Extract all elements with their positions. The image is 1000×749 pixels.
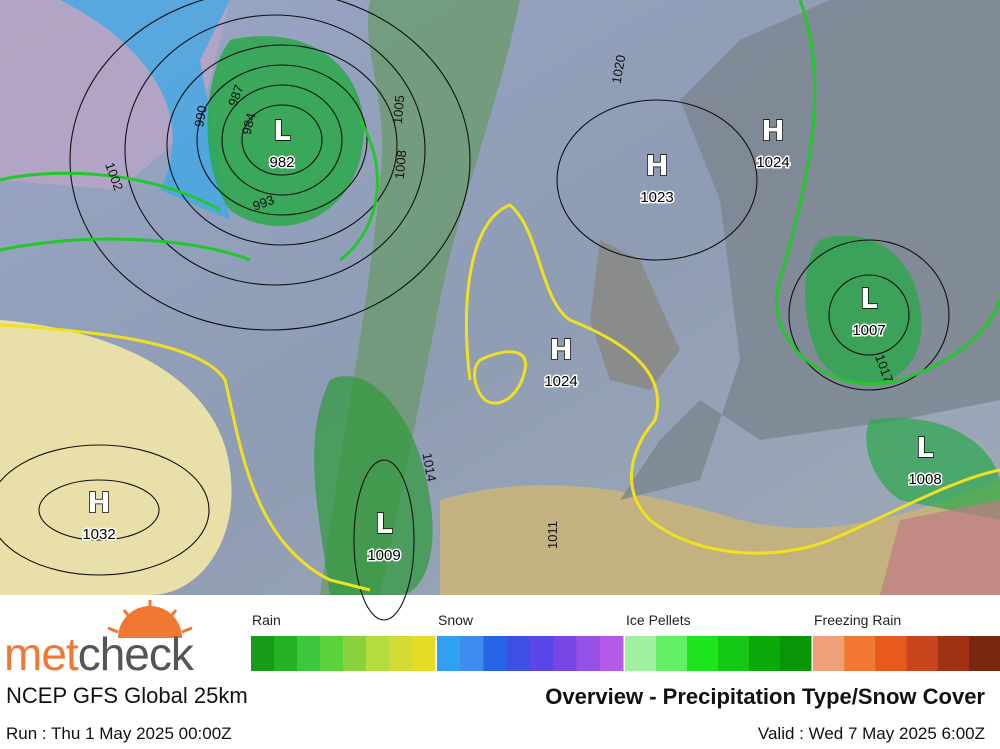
model-name: NCEP GFS Global 25km <box>6 683 248 708</box>
pressure-letter: L <box>375 507 393 540</box>
legend-swatch <box>968 636 1000 671</box>
legend-swatch <box>343 636 367 671</box>
pressure-value: 1008 <box>908 471 941 488</box>
pressure-value: 1024 <box>544 373 577 390</box>
legend-swatch <box>483 636 508 671</box>
pressure-letter: L <box>273 114 291 147</box>
isobar-label: 1020 <box>609 54 629 85</box>
legend-swatch <box>506 636 531 671</box>
map-labels: L 982 H 1023 H 1024 L 1007 H 1024 L 1008 H 1032 L 1009 1… <box>81 54 943 566</box>
run-time: Run : Thu 1 May 2025 00:00Z <box>6 724 232 743</box>
pressure-letter: L <box>916 431 934 464</box>
legend-swatch <box>718 636 750 671</box>
legend-swatch <box>460 636 484 671</box>
brand-prefix: met <box>4 628 79 680</box>
isobar-label: 984 <box>239 111 259 136</box>
legend-swatch <box>576 636 601 671</box>
pressure-value: 1023 <box>640 189 673 206</box>
pressure-letter: H <box>87 486 110 519</box>
legend-swatch <box>530 636 554 671</box>
legend-swatch <box>844 636 876 671</box>
legend-swatch <box>687 636 719 671</box>
pressure-letter: H <box>761 114 784 147</box>
map <box>0 0 1000 621</box>
legend-swatch <box>656 636 688 671</box>
legend-swatch <box>437 636 461 671</box>
legend-label: Rain <box>252 612 281 628</box>
legend-swatch <box>780 636 812 671</box>
legend-label: Ice Pellets <box>626 612 691 628</box>
legend-swatch <box>553 636 577 671</box>
legend-swatch <box>274 636 298 671</box>
legend-swatch <box>625 636 657 671</box>
legend-swatch <box>389 636 413 671</box>
pressure-value: 982 <box>269 154 294 171</box>
isobar-label: 1008 <box>392 150 409 180</box>
valid-time: Valid : Wed 7 May 2025 6:00Z <box>758 724 985 743</box>
map-title: Overview - Precipitation Type/Snow Cover <box>545 684 985 709</box>
isobar-label: 1014 <box>420 452 440 483</box>
legend-label: Snow <box>438 612 474 628</box>
logo: metcheck <box>4 600 196 680</box>
legend: Rain Snow Ice Pellets Freezing Rain <box>251 612 1000 671</box>
isobar-label: 993 <box>251 192 277 214</box>
legend-swatch <box>297 636 321 671</box>
pressure-value: 1007 <box>852 322 885 339</box>
svg-text:metcheck: metcheck <box>4 628 195 680</box>
legend-swatch <box>599 636 624 671</box>
legend-label: Freezing Rain <box>814 612 901 628</box>
legend-swatch <box>937 636 970 671</box>
pressure-letter: L <box>860 282 878 315</box>
isobar-label: 990 <box>191 104 210 128</box>
pressure-letter: H <box>549 333 572 366</box>
pressure-value: 1009 <box>367 547 400 564</box>
legend-swatch <box>366 636 390 671</box>
legend-swatch <box>906 636 939 671</box>
brand-suffix: check <box>78 628 195 680</box>
legend-swatch <box>320 636 344 671</box>
legend-swatch <box>412 636 436 671</box>
legend-swatch <box>251 636 275 671</box>
pressure-value: 1032 <box>82 526 115 543</box>
isobar-label: 1005 <box>390 95 407 125</box>
pressure-letter: H <box>645 149 668 182</box>
legend-swatch <box>875 636 907 671</box>
legend-swatch <box>749 636 781 671</box>
isobar-label: 987 <box>225 83 247 109</box>
isobar-label: 1011 <box>545 521 560 549</box>
legend-swatch <box>813 636 845 671</box>
pressure-value: 1024 <box>756 154 789 171</box>
